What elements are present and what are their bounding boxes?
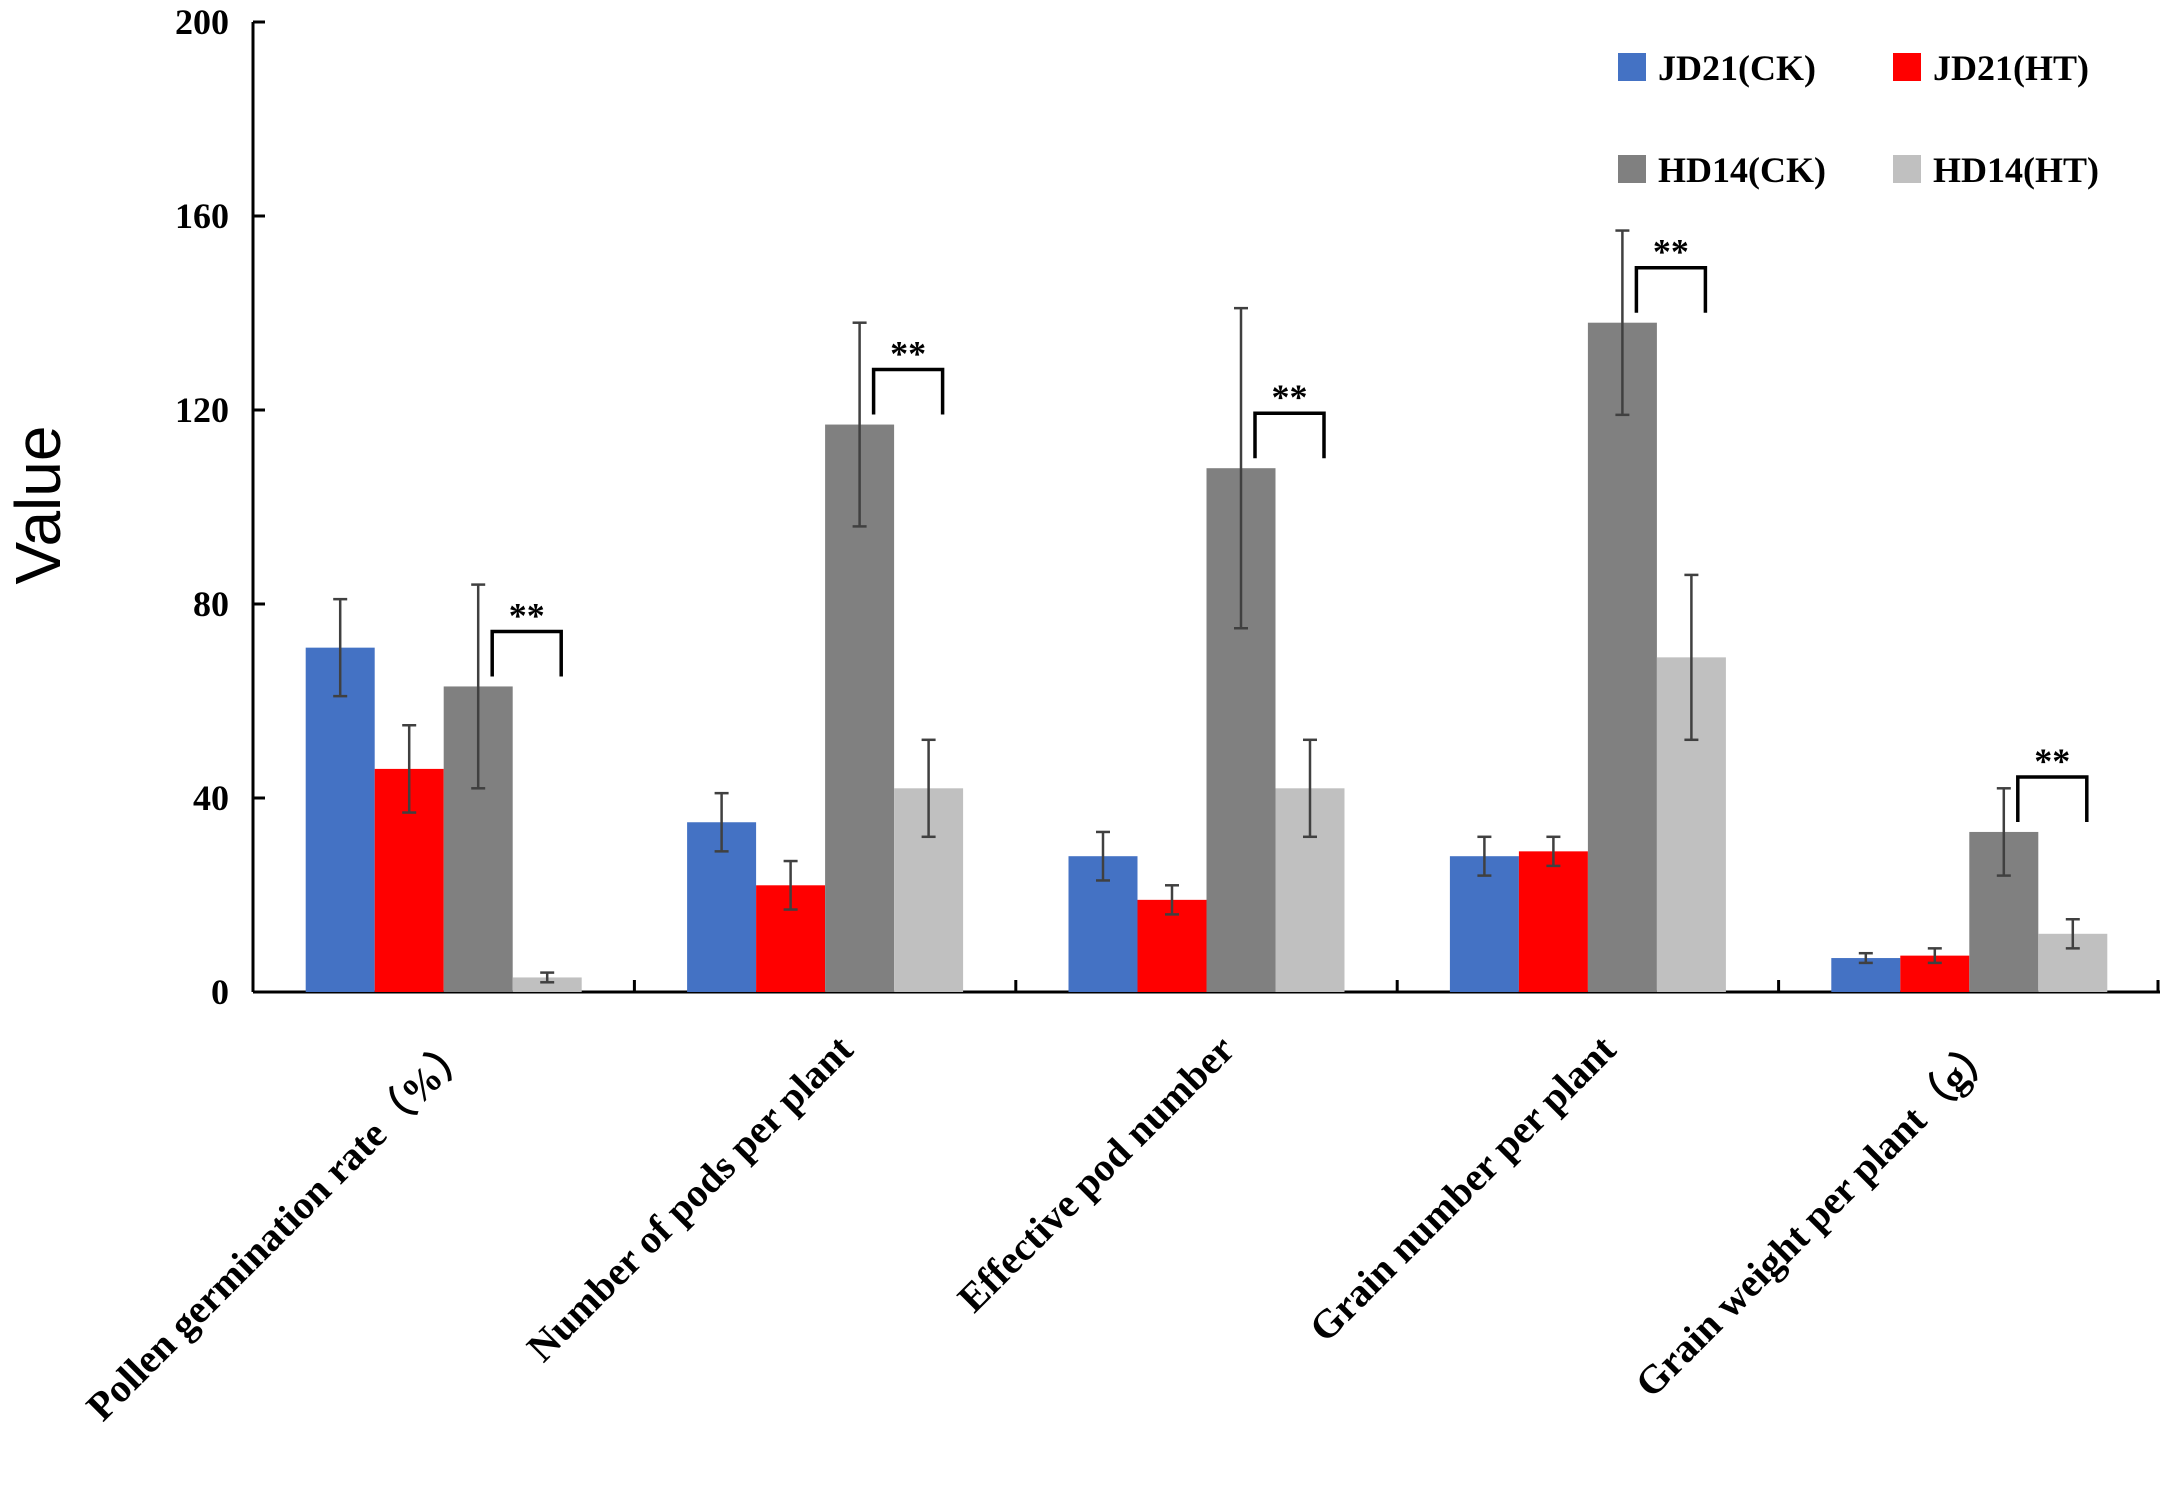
- y-tick-label: 0: [211, 972, 229, 1012]
- legend-item: HD14(CK): [1618, 150, 1826, 190]
- legend-label: JD21(HT): [1933, 48, 2089, 88]
- bar-jd21-ck-0: [305, 647, 375, 992]
- bar-hd14-ht-0: [512, 977, 582, 992]
- y-axis-label: Value: [2, 426, 74, 585]
- significance-bracket: **: [2016, 741, 2089, 822]
- error-bar: [402, 724, 417, 814]
- legend: JD21(CK) JD21(HT) HD14(CK) HD14(HT): [1618, 48, 2099, 190]
- legend-label: HD14(HT): [1933, 150, 2099, 190]
- error-bar: [1927, 947, 1942, 965]
- legend-swatch: [1618, 155, 1646, 183]
- error-bar: [1615, 229, 1630, 417]
- legend-swatch: [1618, 53, 1646, 81]
- x-category-label: Effective pod number: [949, 1027, 1243, 1321]
- error-bar: [1996, 787, 2011, 877]
- y-tick-label: 80: [193, 584, 229, 624]
- bars-group: [305, 322, 2108, 992]
- bar-jd21-ck-3: [1449, 856, 1519, 992]
- significance-bracket-line: [1253, 411, 1326, 459]
- significance-bracket: **: [490, 595, 563, 677]
- significance-bracket-line: [871, 367, 945, 415]
- significance-bracket-line: [2016, 775, 2089, 822]
- significance-label: **: [2034, 741, 2070, 781]
- legend-label: HD14(CK): [1658, 150, 1826, 190]
- y-tick-label: 120: [175, 390, 229, 430]
- significance-group: ** ** ** ** **: [490, 232, 2089, 822]
- y-tick-label: 160: [175, 196, 229, 236]
- significance-label: **: [890, 334, 926, 374]
- error-bar: [471, 583, 486, 790]
- error-bar: [1096, 830, 1110, 882]
- error-bar: [1546, 835, 1561, 868]
- legend-item: HD14(HT): [1893, 150, 2099, 190]
- significance-bracket: **: [1253, 377, 1326, 459]
- significance-bracket-line: [1634, 265, 1708, 313]
- legend-item: JD21(HT): [1893, 48, 2089, 88]
- y-tick-label: 200: [175, 2, 229, 42]
- y-tick-label: 40: [193, 778, 229, 818]
- error-bar: [1303, 738, 1317, 839]
- legend-item: JD21(CK): [1618, 48, 1816, 88]
- bar-jd21-ht-3: [1518, 851, 1588, 992]
- bar-hd14-ck-3: [1587, 322, 1657, 992]
- error-bar: [333, 597, 348, 698]
- x-category-label: Grain number per plant: [1300, 1026, 1624, 1350]
- x-category-label: Pollen germination rate（%）: [77, 1027, 480, 1430]
- significance-label: **: [509, 595, 545, 635]
- error-bar: [852, 321, 867, 528]
- error-bar: [783, 859, 798, 911]
- legend-swatch: [1893, 53, 1921, 81]
- error-bar: [921, 738, 936, 839]
- error-bar: [1858, 951, 1873, 965]
- significance-bracket: **: [1634, 232, 1708, 313]
- error-bar: [1684, 573, 1699, 742]
- error-bar: [714, 791, 729, 853]
- error-bar: [540, 971, 555, 984]
- significance-label: **: [1653, 232, 1689, 272]
- error-bar: [1477, 835, 1492, 877]
- error-bar: [1165, 884, 1179, 916]
- x-category-label: Number of pods per plant: [518, 1026, 862, 1370]
- legend-swatch: [1893, 155, 1921, 183]
- significance-bracket: **: [871, 334, 945, 415]
- legend-label: JD21(CK): [1658, 48, 1816, 88]
- error-bar: [2065, 918, 2080, 950]
- significance-label: **: [1272, 377, 1308, 417]
- error-bars-group: [333, 229, 2080, 984]
- significance-bracket-line: [490, 629, 563, 677]
- error-bar: [1234, 306, 1248, 630]
- x-category-label: Grain weight per plant（g）: [1626, 1027, 2005, 1406]
